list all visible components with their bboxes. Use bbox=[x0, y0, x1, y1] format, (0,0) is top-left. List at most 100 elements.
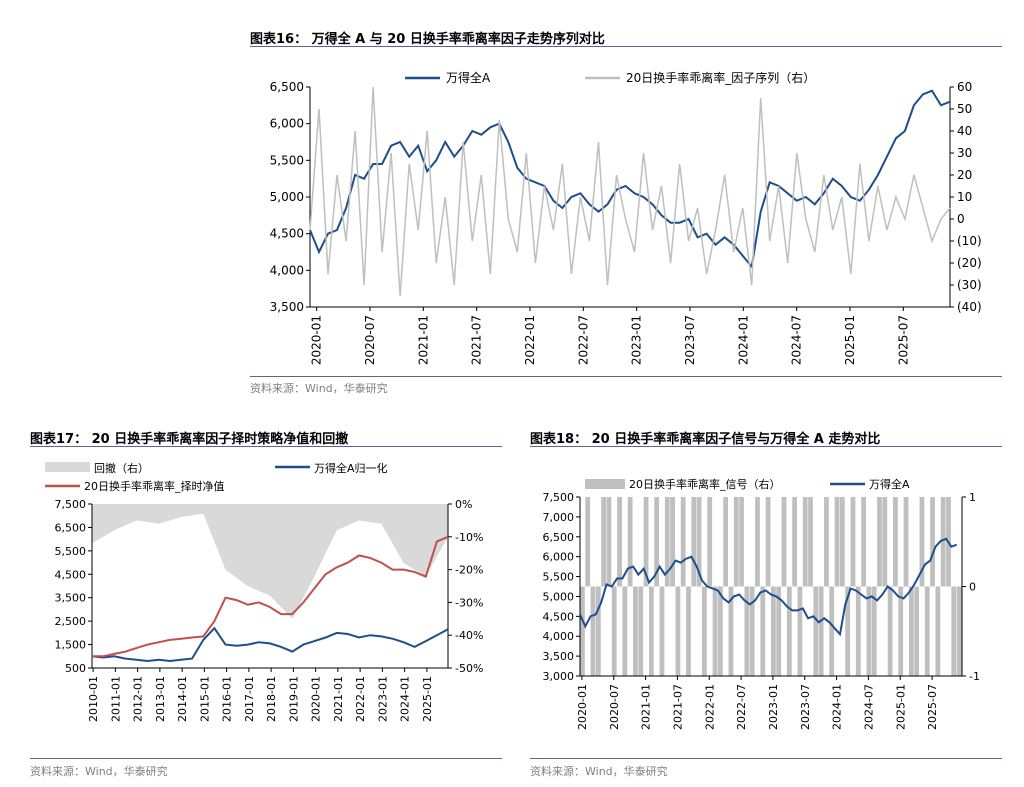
signal-bar bbox=[749, 586, 755, 676]
x-tick-label: 2021-07 bbox=[671, 684, 684, 730]
y-left-tick-label: 4,500 bbox=[270, 227, 304, 241]
signal-bar bbox=[733, 497, 739, 587]
y-left-tick-label: 3,500 bbox=[55, 592, 87, 605]
series-line-left bbox=[91, 626, 449, 663]
signal-bar bbox=[622, 586, 628, 676]
y-left-tick-label: 1,500 bbox=[55, 639, 87, 652]
y-right-tick-label: -50% bbox=[455, 662, 483, 675]
y-right-tick-label: 60 bbox=[957, 80, 972, 94]
x-tick-label: 2023-01 bbox=[767, 684, 780, 730]
y-right-tick-label: -20% bbox=[455, 564, 483, 577]
x-tick-label: 2022-01 bbox=[523, 315, 537, 365]
y-right-tick-label: (40) bbox=[957, 300, 982, 314]
y-right-tick-label: 0 bbox=[957, 212, 965, 226]
signal-bar bbox=[951, 586, 957, 676]
y-left-tick-label: 3,000 bbox=[543, 670, 575, 683]
x-tick-label: 2016-01 bbox=[221, 676, 234, 722]
y-left-tick-label: 5,500 bbox=[543, 571, 575, 584]
fig16-chart: 万得全A 20日换手率乖离率_因子序列（右） 6,500 6,000 5,500 5,00… bbox=[270, 70, 982, 365]
y-right-tick-label: 20 bbox=[957, 168, 972, 182]
signal-bar bbox=[707, 497, 713, 587]
x-tick-label: 2024-07 bbox=[862, 684, 875, 730]
x-tick-label: 2024-01 bbox=[831, 684, 844, 730]
x-tick-label: 2025-07 bbox=[926, 684, 939, 730]
drawdown-area bbox=[92, 504, 448, 619]
signal-bar bbox=[643, 497, 649, 587]
x-tick-label: 2021-01 bbox=[332, 676, 345, 722]
signal-bar bbox=[595, 586, 601, 676]
signal-bar bbox=[861, 497, 866, 587]
signal-bar bbox=[675, 586, 681, 676]
signal-bar bbox=[680, 497, 686, 587]
y-left-tick-label: 6,000 bbox=[543, 551, 575, 564]
signal-bar bbox=[771, 586, 776, 676]
y-right-tick-label: 30 bbox=[957, 146, 972, 160]
legend-label-signal: 20日换手率乖离率_信号（右） bbox=[629, 477, 781, 491]
legend-label-drawdown: 回撤（右） bbox=[94, 461, 149, 475]
y-left-tick-label: 2,500 bbox=[55, 615, 87, 628]
fig17-title: 图表17： 20 日换手率乖离率因子择时策略净值和回撤 bbox=[30, 432, 349, 447]
y-left-tick-label: 5,000 bbox=[543, 590, 575, 603]
signal-bar bbox=[839, 497, 845, 587]
signal-bar bbox=[924, 586, 930, 676]
y-left-tick-label: 4,500 bbox=[543, 610, 575, 623]
x-tick-label: 2021-01 bbox=[416, 315, 430, 365]
y-left-tick-label: 5,500 bbox=[270, 153, 304, 167]
x-tick-label: 2023-01 bbox=[630, 315, 644, 365]
y-right-tick-label: -30% bbox=[455, 596, 483, 609]
signal-bar bbox=[802, 497, 808, 587]
signal-bar bbox=[739, 497, 744, 587]
signal-bar bbox=[712, 586, 718, 676]
y-left-tick-label: 6,500 bbox=[55, 521, 87, 534]
signal-bar bbox=[898, 586, 904, 676]
signal-bar bbox=[664, 497, 670, 587]
signal-bar bbox=[824, 497, 829, 587]
y-left-tick-label: 7,500 bbox=[543, 491, 575, 504]
x-tick-label: 2019-01 bbox=[287, 676, 300, 722]
signal-bar bbox=[585, 497, 591, 587]
series-line-left bbox=[309, 89, 951, 270]
signal-bar bbox=[627, 497, 633, 587]
x-tick-label: 2025-01 bbox=[843, 315, 857, 365]
signal-bar bbox=[611, 586, 617, 676]
y-left-tick-label: 4,500 bbox=[55, 568, 87, 581]
signal-bar bbox=[893, 497, 898, 587]
x-tick-label: 2020-01 bbox=[310, 315, 324, 365]
signal-bar bbox=[648, 586, 654, 676]
x-tick-label: 2024-01 bbox=[736, 315, 750, 365]
signal-bar bbox=[755, 497, 760, 587]
x-tick-label: 2022-01 bbox=[354, 676, 367, 722]
signal-bar bbox=[723, 497, 729, 587]
x-tick-label: 2024-07 bbox=[790, 315, 804, 365]
signal-bar bbox=[808, 497, 813, 587]
signal-bar bbox=[617, 497, 622, 587]
y-left-tick-label: 4,000 bbox=[270, 263, 304, 277]
y-left-tick-label: 500 bbox=[65, 662, 86, 675]
y-left-tick-label: 5,500 bbox=[55, 545, 87, 558]
signal-bar bbox=[871, 586, 877, 676]
x-tick-label: 2021-07 bbox=[470, 315, 484, 365]
series-line-left bbox=[579, 537, 958, 637]
signal-bar bbox=[702, 586, 707, 676]
legend-label-index: 万得全A归一化 bbox=[314, 461, 388, 475]
signal-bar bbox=[956, 586, 962, 676]
signal-bar bbox=[601, 497, 606, 587]
x-tick-label: 2022-01 bbox=[703, 684, 716, 730]
signal-bar bbox=[877, 497, 882, 587]
signal-bar bbox=[792, 497, 797, 587]
x-tick-label: 2017-01 bbox=[243, 676, 256, 722]
x-tick-label: 2020-01 bbox=[310, 676, 323, 722]
y-right-tick-label: 50 bbox=[957, 102, 972, 116]
signal-bar bbox=[818, 586, 824, 676]
legend-swatch-signal bbox=[585, 479, 625, 489]
x-tick-label: 2010-01 bbox=[87, 676, 100, 722]
x-tick-label: 2011-01 bbox=[109, 676, 122, 722]
y-right-tick-label: (30) bbox=[957, 278, 982, 292]
fig17-title-rule bbox=[30, 446, 502, 447]
series-line-right bbox=[309, 86, 951, 297]
y-right-tick-label: -40% bbox=[455, 629, 483, 642]
y-right-tick-label: 1 bbox=[969, 491, 976, 504]
x-tick-label: 2025-01 bbox=[894, 684, 907, 730]
signal-bar bbox=[887, 586, 893, 676]
y-left-tick-label: 7,500 bbox=[55, 498, 87, 511]
